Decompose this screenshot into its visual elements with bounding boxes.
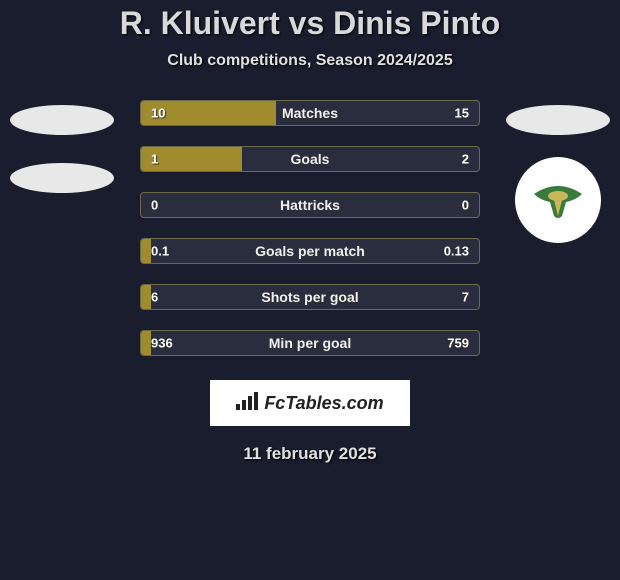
bar-fill-left xyxy=(141,239,151,263)
footer-brand-box: FcTables.com xyxy=(210,380,410,426)
stat-value-left: 6 xyxy=(151,290,158,305)
bar-fill-left xyxy=(141,285,151,309)
stat-value-right: 7 xyxy=(462,290,469,305)
bar-fill-left xyxy=(141,331,151,355)
stats-area: 10 Matches 15 1 Goals 2 0 Hattricks 0 0.1 Goals pe… xyxy=(0,100,620,356)
stat-label: Shots per goal xyxy=(261,289,358,305)
stat-row: 6 Shots per goal 7 xyxy=(140,284,480,310)
stat-row: 0.1 Goals per match 0.13 xyxy=(140,238,480,264)
stat-value-right: 15 xyxy=(455,106,469,121)
subtitle: Club competitions, Season 2024/2025 xyxy=(0,52,620,70)
stat-bars: 10 Matches 15 1 Goals 2 0 Hattricks 0 0.1 Goals pe… xyxy=(140,100,480,356)
page-title: R. Kluivert vs Dinis Pinto xyxy=(0,5,620,42)
fctables-chart-icon xyxy=(236,392,258,415)
right-player-badges xyxy=(506,105,610,243)
stat-value-left: 1 xyxy=(151,152,158,167)
footer-brand-text: FcTables.com xyxy=(264,393,383,414)
player2-flag-placeholder xyxy=(506,105,610,135)
stat-label: Matches xyxy=(282,105,338,121)
stat-row: 936 Min per goal 759 xyxy=(140,330,480,356)
stat-value-left: 0 xyxy=(151,198,158,213)
stat-label: Goals per match xyxy=(255,243,365,259)
stat-value-right: 0.13 xyxy=(444,244,469,259)
stat-value-right: 759 xyxy=(447,336,469,351)
stat-label: Hattricks xyxy=(280,197,340,213)
stat-value-left: 10 xyxy=(151,106,165,121)
date-text: 11 february 2025 xyxy=(0,444,620,464)
player1-flag-placeholder xyxy=(10,105,114,135)
stat-value-left: 936 xyxy=(151,336,173,351)
left-player-badges xyxy=(10,105,114,193)
comparison-widget: R. Kluivert vs Dinis Pinto Club competit… xyxy=(0,0,620,580)
stat-row: 10 Matches 15 xyxy=(140,100,480,126)
stat-value-right: 2 xyxy=(462,152,469,167)
player1-club-placeholder xyxy=(10,163,114,193)
stat-value-right: 0 xyxy=(462,198,469,213)
player2-club-logo xyxy=(515,157,601,243)
stat-value-left: 0.1 xyxy=(151,244,169,259)
stat-label: Min per goal xyxy=(269,335,351,351)
moreirense-logo-icon xyxy=(528,170,588,230)
stat-row: 1 Goals 2 xyxy=(140,146,480,172)
stat-label: Goals xyxy=(291,151,330,167)
stat-row: 0 Hattricks 0 xyxy=(140,192,480,218)
